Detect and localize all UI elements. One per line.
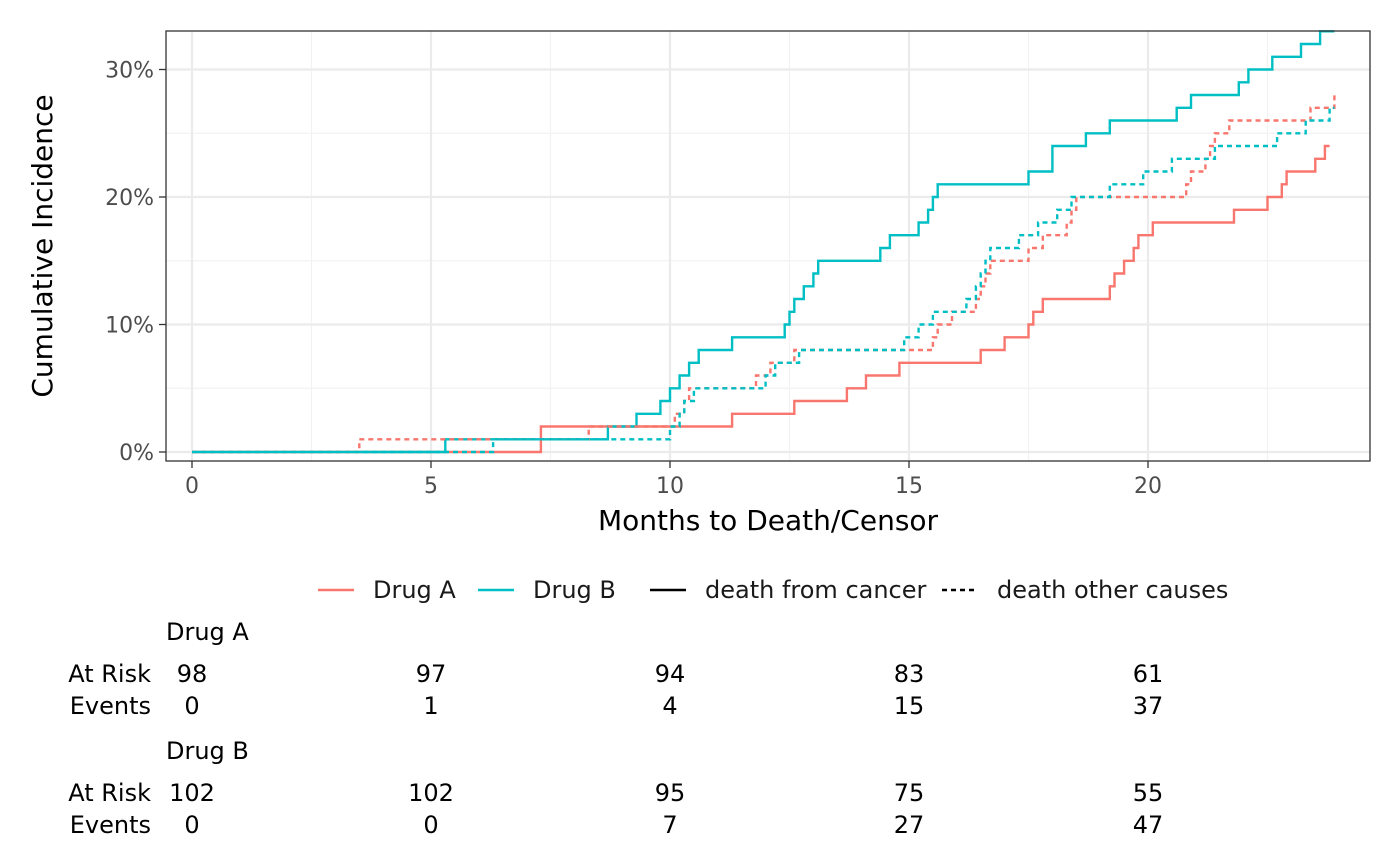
risk-events-value: 0 (184, 692, 199, 720)
legend-label: Drug B (533, 576, 616, 604)
risk-at-risk-value: 102 (169, 779, 215, 807)
risk-events-value: 7 (662, 811, 677, 839)
legend-label: death from cancer (705, 576, 927, 604)
series-line-drug-b-other-causes (192, 106, 1335, 454)
risk-at-risk-value: 75 (894, 779, 925, 807)
risk-at-risk-value: 102 (408, 779, 454, 807)
y-axis-title: Cumulative Incidence (26, 94, 59, 397)
risk-events-value: 15 (894, 692, 925, 720)
risk-row-label: Events (70, 692, 151, 720)
x-tick-label: 0 (185, 474, 199, 499)
legend: Drug A Drug B death from cancer death other… (318, 576, 1228, 604)
risk-at-risk-value: 61 (1133, 660, 1164, 688)
y-tick-label: 20% (105, 186, 154, 211)
risk-row-label: At Risk (68, 779, 151, 807)
risk-events-value: 1 (423, 692, 438, 720)
risk-events-value: 4 (662, 692, 677, 720)
x-tick-label: 20 (1134, 474, 1162, 499)
risk-events-value: 47 (1133, 811, 1164, 839)
risk-events-value: 0 (184, 811, 199, 839)
x-tick-label: 5 (424, 474, 438, 499)
risk-table: Drug AAt RiskEvents98097194483156137Drug… (68, 618, 1163, 839)
y-axis: 0% 10% 20% 30% (105, 59, 166, 466)
series-line-drug-b-cancer (192, 30, 1335, 454)
risk-at-risk-value: 98 (177, 660, 208, 688)
x-axis-title: Months to Death/Censor (598, 504, 939, 537)
risk-group-title: Drug B (166, 737, 249, 765)
risk-row-label: Events (70, 811, 151, 839)
grid-minor (166, 31, 1370, 461)
risk-at-risk-value: 95 (655, 779, 686, 807)
risk-events-value: 37 (1133, 692, 1164, 720)
y-tick-label: 0% (119, 441, 154, 466)
risk-at-risk-value: 83 (894, 660, 925, 688)
legend-label: Drug A (373, 576, 456, 604)
series-line-drug-a-cancer (192, 144, 1330, 454)
plot-panel (166, 31, 1370, 461)
legend-label: death other causes (997, 576, 1228, 604)
y-tick-label: 10% (105, 314, 154, 339)
risk-events-value: 27 (894, 811, 925, 839)
x-tick-label: 15 (895, 474, 923, 499)
risk-at-risk-value: 94 (655, 660, 686, 688)
x-tick-label: 10 (656, 474, 684, 499)
risk-at-risk-value: 97 (416, 660, 447, 688)
series-layer (192, 30, 1336, 454)
plot-border (165, 30, 1371, 462)
risk-row-label: At Risk (68, 660, 151, 688)
x-axis: 0 5 10 15 20 (185, 461, 1162, 499)
risk-at-risk-value: 55 (1133, 779, 1164, 807)
risk-events-value: 0 (423, 811, 438, 839)
risk-group-title: Drug A (166, 618, 249, 646)
y-tick-label: 30% (105, 59, 154, 84)
